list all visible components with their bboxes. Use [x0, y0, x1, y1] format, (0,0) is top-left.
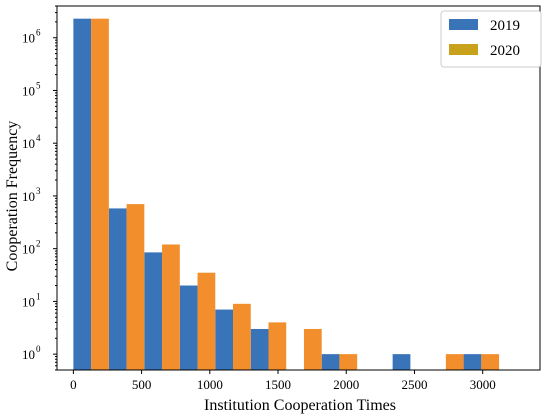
bar-2019-9	[392, 354, 411, 370]
legend-swatch-2020	[449, 44, 478, 55]
plot-frame	[56, 5, 541, 371]
bar-2019-5	[250, 328, 269, 370]
y-tick-label: 10	[22, 347, 35, 362]
x-tick-label: 2000	[333, 377, 359, 392]
x-axis-ticks: 0 500 1000 1500 2000 2500 3000	[70, 370, 496, 392]
bar-2019-0	[73, 18, 92, 370]
y-tick-exponent: 1	[36, 291, 41, 301]
y-tick-exponent: 5	[36, 80, 41, 90]
bar-2020-6	[303, 328, 322, 370]
bar-2020-10	[445, 354, 464, 370]
bar-2020-4	[233, 303, 251, 370]
y-tick-label: 10	[22, 136, 35, 151]
legend-label-2019: 2019	[490, 18, 520, 34]
bar-2020-0	[91, 18, 109, 370]
x-tick-label: 3000	[470, 377, 496, 392]
legend: 2019 2020	[440, 10, 542, 68]
legend-swatch-2019	[449, 19, 478, 30]
y-tick-label: 10	[22, 294, 35, 309]
legend-label-2020: 2020	[490, 43, 520, 59]
bar-2020-2	[162, 244, 180, 370]
y-tick-label: 10	[22, 83, 35, 98]
bar-2020-1	[126, 204, 145, 370]
bar-2019-1	[108, 208, 127, 370]
bar-2020-3	[197, 272, 216, 370]
x-tick-label: 500	[132, 377, 152, 392]
y-tick-label: 10	[22, 31, 35, 46]
y-tick-label: 10	[22, 189, 35, 204]
x-axis-label: Institution Cooperation Times	[204, 397, 396, 414]
x-tick-label: 0	[70, 377, 77, 392]
x-tick-label: 2500	[401, 377, 427, 392]
bar-2019-7	[321, 354, 340, 370]
bar-2020-5	[268, 322, 287, 370]
y-tick-exponent: 3	[36, 186, 41, 196]
bar-2019-2	[144, 252, 163, 370]
bar-2020-11	[481, 354, 500, 370]
y-tick-exponent: 2	[36, 239, 41, 249]
y-tick-exponent: 4	[36, 133, 41, 143]
x-tick-label: 1500	[265, 377, 291, 392]
x-tick-label: 1000	[197, 377, 223, 392]
bar-2019-4	[215, 309, 234, 370]
y-tick-exponent: 0	[36, 344, 41, 354]
y-tick-exponent: 6	[36, 28, 41, 38]
y-tick-label: 10	[22, 242, 35, 257]
bars-group	[73, 18, 500, 370]
bar-2019-11	[463, 354, 482, 370]
bar-2020-7	[339, 354, 358, 370]
y-axis-label: Cooperation Frequency	[4, 121, 21, 272]
bar-2019-3	[179, 285, 198, 370]
